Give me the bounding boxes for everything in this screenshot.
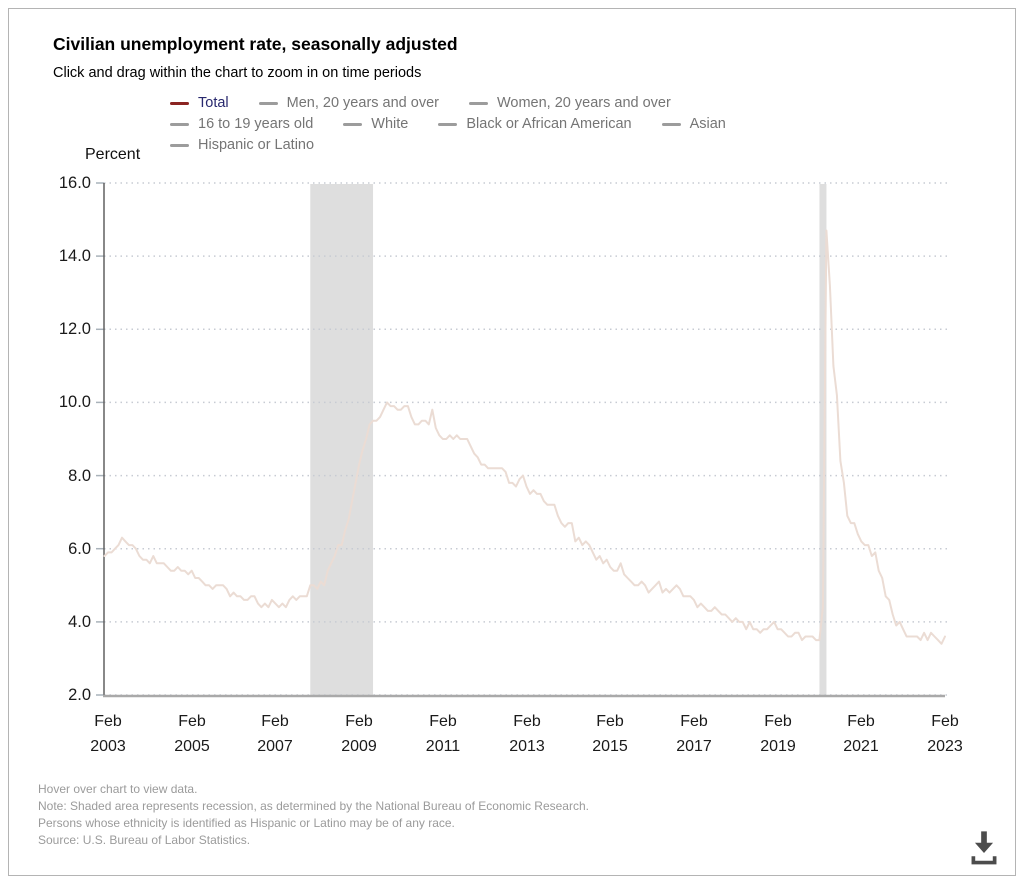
legend-item-women-20-years-and-over[interactable]: Women, 20 years and over [468,95,671,112]
x-axis-tick-label-line: 2015 [592,738,628,755]
legend-row: 16 to 19 years old White Black or African … [170,116,890,133]
legend-swatch-icon [438,123,458,126]
legend-item-hispanic-or-latino[interactable]: Hispanic or Latino [170,137,314,154]
y-axis-tick-label: 14.0 [58,247,91,265]
x-axis-tick-label-line: 2019 [760,738,796,755]
x-axis-tick-label-line: Feb [178,713,206,730]
legend-swatch-icon [258,102,278,105]
x-axis-tick-label: Feb 2003 [66,709,150,759]
chart-subtitle: Click and drag within the chart to zoom … [53,65,422,81]
legend-swatch-icon [170,123,189,126]
x-axis-tick-label-line: 2003 [90,738,126,755]
x-axis-tick-label-line: Feb [345,713,373,730]
legend-item-white[interactable]: White [343,116,408,133]
chart-title: Civilian unemployment rate, seasonally a… [53,34,458,54]
y-axis-tick-label: 4.0 [68,613,91,631]
footnote: Note: Shaded area represents recession, … [38,799,589,813]
x-axis-tick-label-line: 2009 [341,738,377,755]
y-axis-tick-label: 10.0 [58,393,91,411]
x-axis-tick-label: Feb 2013 [485,709,569,759]
x-axis-tick-label: Feb 2023 [903,709,987,759]
x-axis-tick-label-line: Feb [680,713,708,730]
legend-label: Asian [689,116,726,132]
x-axis-tick-label: Feb 2007 [233,709,317,759]
x-axis-tick-label-line: Feb [261,713,289,730]
legend-row: Hispanic or Latino [170,137,890,154]
y-axis-tick-label: 8.0 [68,467,91,485]
legend-item-total[interactable]: Total [170,95,229,112]
x-axis-tick-label: Feb 2011 [401,709,485,759]
footnote: Persons whose ethnicity is identified as… [38,816,455,830]
x-axis-tick-label-line: 2011 [425,738,461,755]
legend-row: Total Men, 20 years and over Women, 20 yea… [170,95,890,112]
footnote: Hover over chart to view data. [38,782,198,796]
chart-plot-area[interactable] [104,183,945,695]
footnotes: Hover over chart to view data. Note: Sha… [38,781,589,849]
legend-item-asian[interactable]: Asian [661,116,726,133]
y-axis-tick-label: 16.0 [58,174,91,192]
x-axis-tick-label-line: 2021 [843,738,879,755]
x-axis-tick-label-line: Feb [847,713,875,730]
x-axis-tick-label-line: Feb [596,713,624,730]
legend-swatch-icon [170,102,189,105]
x-axis-tick-label: Feb 2009 [317,709,401,759]
legend-swatch-icon [661,123,681,126]
y-axis-tick-label: 12.0 [58,320,91,338]
legend-label: 16 to 19 years old [198,116,314,132]
recession-band [819,184,827,695]
legend-item-men-20-years-and-over[interactable]: Men, 20 years and over [258,95,439,112]
y-axis-tick-label: 6.0 [68,540,91,558]
legend-swatch-icon [343,123,363,126]
legend-label: White [371,116,409,132]
x-axis-tick-label-line: Feb [429,713,457,730]
x-axis-tick-label-line: 2017 [676,738,712,755]
legend-label: Total [198,95,229,111]
y-axis-title: Percent [85,146,141,163]
legend-label: Men, 20 years and over [286,95,439,111]
series-line-total [103,229,946,645]
download-icon [971,831,997,865]
legend-item-16-to-19-years-old[interactable]: 16 to 19 years old [170,116,313,133]
x-axis-tick-label-line: 2007 [257,738,293,755]
legend-label: Women, 20 years and over [496,95,671,111]
x-axis-tick-label-line: 2005 [174,738,210,755]
legend-swatch-icon [170,144,189,147]
x-axis-tick-label: Feb 2015 [568,709,652,759]
legend-swatch-icon [468,102,488,105]
recession-band [310,184,374,695]
legend: Total Men, 20 years and over Women, 20 yea… [170,95,890,154]
chart [96,182,948,698]
chart-card: Civilian unemployment rate, seasonally a… [8,8,1016,876]
legend-item-black-or-african-american[interactable]: Black or African American [438,116,632,133]
x-axis-tick-label-line: 2013 [509,738,545,755]
legend-label: Black or African American [466,116,632,132]
x-axis-tick-label-line: Feb [94,713,122,730]
x-axis-tick-label: Feb 2021 [819,709,903,759]
x-axis-tick-label: Feb 2017 [652,709,736,759]
x-axis-tick-label-line: Feb [764,713,792,730]
download-button[interactable] [961,823,1007,871]
x-axis-tick-label-line: Feb [931,713,959,730]
legend-label: Hispanic or Latino [198,137,315,153]
x-axis-tick-label: Feb 2005 [150,709,234,759]
x-axis-tick-label-line: Feb [513,713,541,730]
x-axis-tick-label-line: 2023 [927,738,963,755]
x-axis-tick-label: Feb 2019 [736,709,820,759]
footnote: Source: U.S. Bureau of Labor Statistics. [38,833,251,847]
y-axis-tick-label: 2.0 [68,686,91,704]
